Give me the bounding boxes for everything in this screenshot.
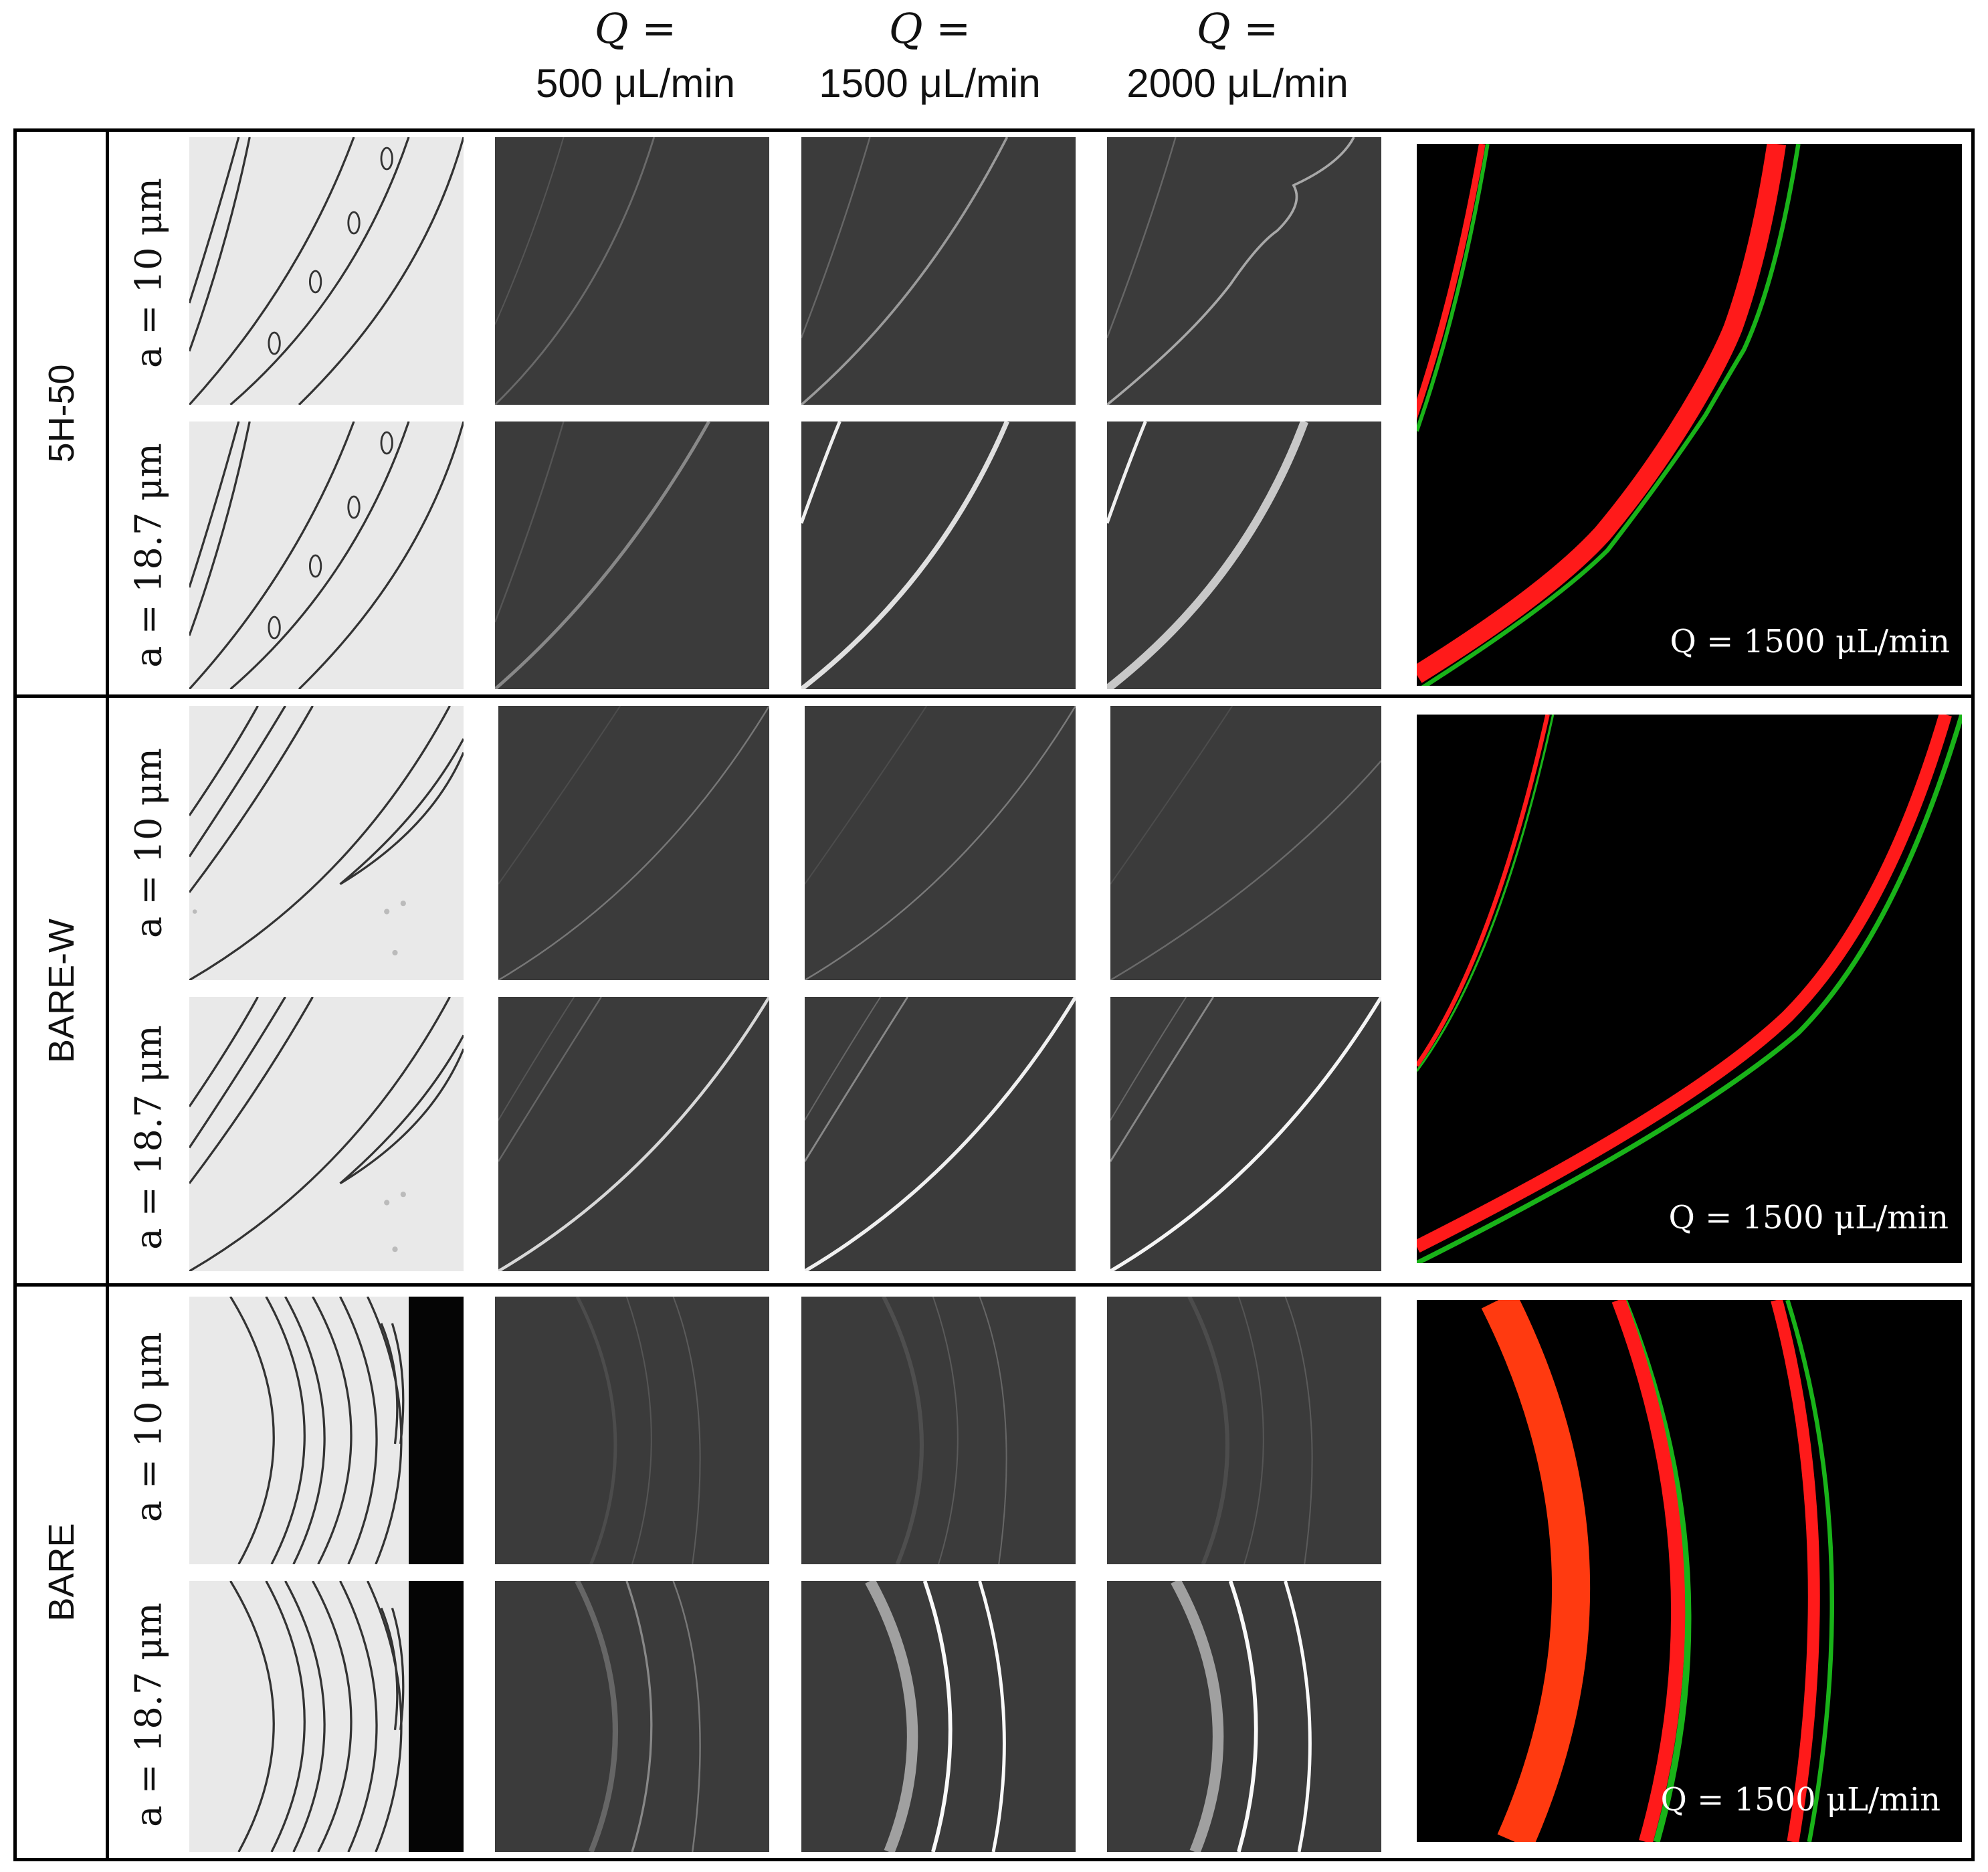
size-label: a = 18.7 μm: [127, 1602, 170, 1827]
fluorescence-image: [1110, 997, 1381, 1271]
fluorescence-image: [495, 1581, 769, 1852]
fluorescence-image: [801, 1297, 1076, 1564]
q-label: Q =: [594, 4, 677, 53]
brightfield-image: [189, 422, 464, 689]
q-label: Q =: [1196, 4, 1279, 53]
fluorescence-image: [495, 137, 769, 405]
fluorescence-image: [801, 1581, 1076, 1852]
flow-rate-value: 2000 μL/min: [1126, 61, 1349, 106]
column-header-1500: Q = 1500 μL/min: [786, 0, 1074, 124]
group-label-5h-50: 5H-50: [41, 363, 82, 463]
fluorescence-image: [495, 1297, 769, 1564]
overlay-image: Q = 1500 μL/min: [1417, 715, 1962, 1263]
fluorescence-image: [801, 137, 1076, 405]
group-divider: [13, 1283, 1975, 1287]
group-divider: [13, 694, 1975, 698]
fluorescence-image: [498, 997, 769, 1271]
q-label: Q =: [888, 4, 971, 53]
flow-rate-value: 1500 μL/min: [819, 61, 1041, 106]
brightfield-image: [189, 997, 464, 1271]
fluorescence-image: [1107, 137, 1381, 405]
brightfield-image: [189, 706, 464, 980]
overlay-image: Q = 1500 μL/min: [1417, 144, 1962, 686]
brightfield-image: [189, 1581, 464, 1852]
size-label: a = 18.7 μm: [127, 443, 170, 668]
brightfield-image: [189, 137, 464, 405]
overlay-flow-label: Q = 1500 μL/min: [1660, 1781, 1941, 1818]
column-header-500: Q = 500 μL/min: [492, 0, 779, 124]
group-label-bare: BARE: [41, 1523, 82, 1622]
size-label: a = 10 μm: [127, 748, 170, 938]
figure-frame: [13, 128, 1975, 1861]
fluorescence-image: [498, 706, 769, 980]
fluorescence-image: [1107, 1581, 1381, 1852]
size-label: a = 10 μm: [127, 1331, 170, 1522]
fluorescence-image: [1107, 1297, 1381, 1564]
fluorescence-image: [495, 422, 769, 689]
fluorescence-image: [801, 422, 1076, 689]
fluorescence-image: [1107, 422, 1381, 689]
column-header-2000: Q = 2000 μL/min: [1094, 0, 1381, 124]
flow-rate-value: 500 μL/min: [535, 61, 736, 106]
brightfield-image: [189, 1297, 464, 1564]
overlay-flow-label: Q = 1500 μL/min: [1670, 623, 1950, 660]
size-label: a = 18.7 μm: [127, 1025, 170, 1250]
group-label-bare-w: BARE-W: [41, 918, 82, 1063]
fluorescence-image: [805, 997, 1076, 1271]
size-label: a = 10 μm: [127, 177, 170, 368]
fluorescence-image: [805, 706, 1076, 980]
group-divider-vertical: [106, 128, 109, 1861]
fluorescence-image: [1110, 706, 1381, 980]
overlay-image: Q = 1500 μL/min: [1417, 1300, 1962, 1842]
overlay-flow-label: Q = 1500 μL/min: [1668, 1199, 1949, 1236]
